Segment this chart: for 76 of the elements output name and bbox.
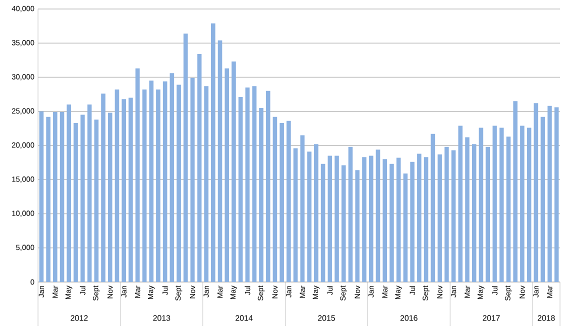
bar: [328, 156, 332, 282]
bar: [548, 106, 552, 282]
bar: [424, 157, 428, 282]
bar: [362, 157, 366, 282]
bar: [438, 154, 442, 282]
bar: [320, 164, 326, 282]
bar: [451, 150, 456, 282]
bar: [252, 86, 257, 282]
bar: [465, 137, 470, 282]
bar: [341, 165, 346, 282]
bar: [382, 159, 388, 282]
bar: [410, 162, 414, 282]
bar: [307, 152, 312, 282]
bar: [122, 99, 126, 282]
bar: [520, 126, 524, 282]
bar: [499, 128, 504, 282]
bar: [135, 68, 140, 282]
bar: [108, 112, 112, 282]
bar: [368, 156, 374, 282]
bar: [53, 112, 58, 282]
bar: [210, 23, 216, 282]
bar: [458, 126, 463, 282]
bar: [355, 170, 360, 282]
bar: [156, 90, 160, 282]
bar: [149, 80, 154, 282]
bar: [197, 54, 202, 282]
bar: [170, 73, 174, 282]
bar: [334, 156, 339, 282]
bar: [74, 122, 78, 282]
bar: [114, 90, 120, 282]
bar: [554, 107, 559, 282]
bar: [492, 126, 497, 282]
bar: [526, 128, 532, 282]
bar: [293, 148, 298, 282]
bar: [266, 90, 270, 282]
bar: [224, 68, 230, 282]
bar: [444, 146, 449, 282]
bar: [190, 78, 195, 282]
bar: [218, 40, 222, 282]
bar: [403, 173, 408, 282]
bar: [66, 104, 72, 282]
bar: [280, 122, 284, 282]
bar: [390, 164, 394, 282]
bar: [486, 146, 490, 282]
bar: [506, 136, 511, 282]
bar: [314, 144, 318, 282]
bar: [101, 94, 106, 282]
bar: [128, 98, 133, 282]
bar: [472, 144, 476, 282]
bar: [300, 135, 305, 282]
bar: [87, 104, 92, 282]
bar: [204, 86, 208, 282]
bar: [259, 108, 264, 282]
bar: [376, 150, 380, 282]
bar: [286, 120, 291, 282]
bar: [184, 34, 188, 282]
bar: [478, 128, 484, 282]
bar: [396, 158, 401, 282]
bar: [238, 97, 243, 282]
bar: [46, 116, 50, 282]
bar: [142, 90, 147, 282]
bar: [94, 120, 99, 282]
bar: [430, 134, 436, 282]
bar: [272, 116, 278, 282]
bar: [60, 112, 64, 282]
bar: [245, 87, 250, 282]
bar: [80, 114, 85, 282]
bar: [162, 81, 168, 282]
bar: [232, 62, 236, 282]
bar: [534, 103, 538, 282]
bar: [417, 154, 422, 282]
bar: [348, 146, 353, 282]
bar: [540, 116, 545, 282]
bar: [513, 101, 518, 282]
bar: [39, 111, 44, 282]
bar: [176, 84, 181, 282]
